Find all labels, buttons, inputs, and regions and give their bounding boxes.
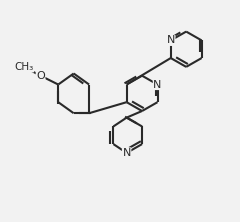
Text: O: O (36, 71, 45, 81)
Text: N: N (153, 79, 162, 89)
Text: N: N (167, 35, 175, 46)
Text: N: N (122, 148, 131, 158)
Text: CH₃: CH₃ (14, 62, 34, 72)
